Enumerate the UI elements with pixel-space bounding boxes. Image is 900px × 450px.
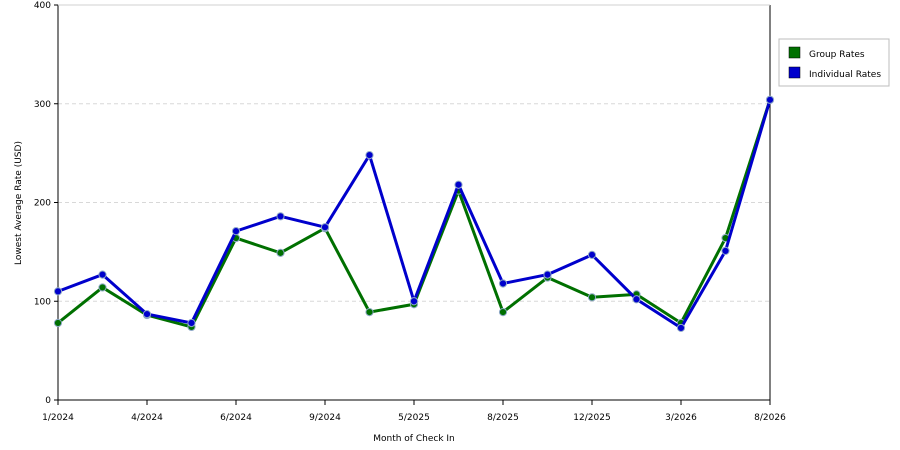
legend-label-individual-rates: Individual Rates bbox=[809, 70, 881, 80]
data-point-group-rates-10 bbox=[498, 308, 508, 317]
data-point-individual-rates-9 bbox=[454, 180, 463, 189]
legend: Group Rates Individual Rates bbox=[778, 38, 890, 87]
x-tick-label-2: 6/2024 bbox=[220, 413, 252, 423]
data-point-group-rates-5 bbox=[276, 248, 285, 257]
data-point-individual-rates-11 bbox=[543, 270, 552, 279]
data-point-individual-rates-0 bbox=[53, 287, 63, 296]
series-layer bbox=[53, 95, 775, 333]
x-tick-label-1: 4/2024 bbox=[131, 413, 163, 423]
data-point-group-rates-12 bbox=[587, 293, 597, 302]
data-point-individual-rates-10 bbox=[498, 279, 508, 288]
data-point-individual-rates-14 bbox=[676, 323, 686, 333]
x-tick-label-3: 9/2024 bbox=[309, 413, 341, 423]
data-point-individual-rates-16 bbox=[765, 95, 775, 104]
data-point-individual-rates-8 bbox=[409, 297, 419, 306]
grid-layer bbox=[58, 5, 770, 400]
data-point-individual-rates-4 bbox=[231, 227, 241, 236]
data-point-individual-rates-5 bbox=[276, 212, 285, 221]
plot-area bbox=[58, 5, 770, 400]
data-point-group-rates-7 bbox=[365, 308, 374, 317]
x-tick-label-4: 5/2025 bbox=[398, 413, 430, 423]
y-tick-label-300: 300 bbox=[34, 100, 51, 110]
y-tick-label-100: 100 bbox=[34, 297, 51, 307]
x-axis-title: Month of Check In bbox=[373, 434, 455, 444]
data-point-individual-rates-13 bbox=[632, 295, 641, 304]
legend-swatch-group-rates bbox=[788, 46, 801, 59]
data-point-group-rates-0 bbox=[53, 318, 63, 328]
y-tick-label-0: 0 bbox=[45, 396, 51, 406]
x-tick-label-6: 12/2025 bbox=[573, 413, 610, 423]
data-point-individual-rates-3 bbox=[187, 318, 196, 328]
data-point-individual-rates-12 bbox=[587, 250, 597, 259]
x-tick-label-7: 3/2026 bbox=[665, 413, 697, 423]
y-tick-label-400: 400 bbox=[34, 1, 51, 11]
legend-label-group-rates: Group Rates bbox=[809, 50, 865, 60]
data-point-individual-rates-1 bbox=[98, 270, 107, 279]
x-tick-label-5: 8/2025 bbox=[487, 413, 519, 423]
y-axis-title: Lowest Average Rate (USD) bbox=[14, 141, 24, 265]
x-tick-label-8: 8/2026 bbox=[754, 413, 786, 423]
data-point-individual-rates-6 bbox=[320, 223, 330, 232]
data-point-individual-rates-7 bbox=[365, 151, 374, 160]
legend-swatch-individual-rates bbox=[788, 66, 801, 79]
x-tick-label-0: 1/2024 bbox=[42, 413, 74, 423]
y-tick-label-200: 200 bbox=[34, 199, 51, 209]
data-point-individual-rates-2 bbox=[142, 309, 152, 319]
axes-layer: 0 100 200 300 400 1/2024 4/2024 6/2024 9/2024 5/2… bbox=[34, 1, 786, 423]
data-point-group-rates-1 bbox=[98, 283, 107, 292]
data-point-individual-rates-15 bbox=[721, 246, 730, 255]
